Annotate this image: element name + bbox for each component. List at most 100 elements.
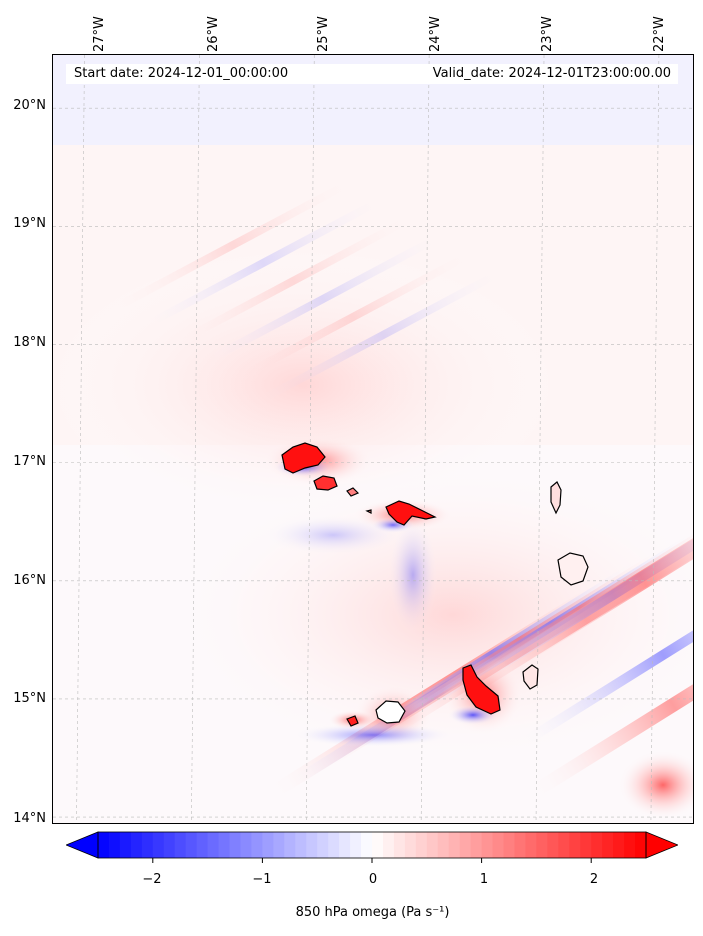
colorbar-cell	[306, 832, 318, 858]
colorbar-cell	[328, 832, 340, 858]
island-boa-vista	[557, 552, 589, 586]
colorbar-cell	[569, 832, 581, 858]
lon-label-26w: 26°W	[206, 16, 221, 52]
colorbar-cell	[613, 832, 625, 858]
colorbar-tick-label-neg2: −2	[142, 872, 162, 887]
colorbar-cell	[372, 832, 384, 858]
colorbar-cell	[251, 832, 263, 858]
wave-streak	[525, 608, 693, 802]
colorbar-cell	[624, 832, 636, 858]
colorbar-cell	[591, 832, 603, 858]
island-santiago	[462, 664, 501, 715]
colorbar-cell	[393, 832, 406, 858]
colorbar-cell	[459, 832, 472, 858]
colorbar-cell	[580, 832, 592, 858]
colorbar-cell	[339, 832, 351, 858]
lon-label-22w: 22°W	[652, 16, 667, 52]
colorbar-cell	[382, 832, 395, 858]
wave-streak-faint	[107, 175, 359, 315]
wave-streak-faint	[167, 211, 419, 351]
wave-streak-faint	[137, 193, 389, 333]
colorbar-cell	[174, 832, 187, 858]
colorbar-cell	[415, 832, 428, 858]
colorbar-cell	[602, 832, 614, 858]
colorbar-cell	[229, 832, 241, 858]
omega-field-map	[53, 55, 693, 823]
colorbar-cell	[152, 832, 165, 858]
lat-label-19n: 19°N	[13, 216, 46, 231]
lat-label-18n: 18°N	[13, 335, 46, 350]
field-descent-blob	[53, 245, 563, 525]
gridlines	[53, 55, 693, 823]
lon-label-24w: 24°W	[428, 16, 443, 52]
gridline-lon-23	[535, 55, 545, 823]
gridline-lon-26	[191, 55, 200, 823]
lon-label-23w: 23°W	[540, 16, 555, 52]
lon-label-27w: 27°W	[92, 16, 107, 52]
colorbar-cell	[207, 832, 220, 858]
island-santa-luzia	[346, 487, 360, 497]
colorbar-cell	[141, 832, 154, 858]
colorbar-cell	[635, 832, 647, 858]
island-outlines	[281, 442, 589, 727]
wave-streak-faint	[197, 229, 449, 369]
island-brava	[346, 715, 359, 727]
colorbar-cell	[470, 832, 483, 858]
colorbar-cell	[218, 832, 231, 858]
lat-label-14n: 14°N	[13, 811, 46, 826]
colorbar-cell	[437, 832, 450, 858]
colorbar	[66, 831, 678, 863]
colorbar-cell	[284, 832, 296, 858]
header-box	[66, 64, 678, 84]
colorbar-cell	[240, 832, 252, 858]
map-panel	[52, 54, 694, 824]
colorbar-cell	[503, 832, 515, 858]
colorbar-cell	[130, 832, 143, 858]
colorbar-cell	[317, 832, 329, 858]
colorbar-cell	[273, 832, 285, 858]
colorbar-extend-min	[66, 831, 99, 859]
colorbar-cell	[163, 832, 176, 858]
colorbar-tick-label-2: 2	[589, 872, 599, 887]
island-razo	[365, 509, 372, 514]
colorbar-cell	[98, 832, 110, 858]
colorbar-cell	[295, 832, 307, 858]
gridline-lon-22	[650, 55, 660, 823]
wave-streak-faint	[257, 265, 509, 405]
colorbar-cell	[448, 832, 461, 858]
start-date-label: Start date: 2024-12-01_00:00:00	[74, 66, 289, 81]
colorbar-cells	[98, 832, 647, 858]
island-sal	[550, 481, 562, 515]
colorbar-cell	[196, 832, 209, 858]
wave-streak	[494, 482, 693, 678]
colorbar-tick-label-0: 0	[368, 872, 378, 887]
colorbar-cell	[426, 832, 439, 858]
lat-label-15n: 15°N	[13, 691, 46, 706]
colorbar-cell	[558, 832, 570, 858]
gridline-lon-24	[420, 55, 430, 823]
colorbar-cell	[119, 832, 132, 858]
island-santo-antao	[281, 442, 326, 474]
island-sao-nicolau	[385, 500, 437, 526]
colorbar-tick-label-neg1: −1	[252, 872, 272, 887]
lat-label-16n: 16°N	[13, 573, 46, 588]
island-sao-vicente	[313, 475, 338, 491]
gridline-lon-25	[305, 55, 315, 823]
colorbar-cell	[185, 832, 198, 858]
colorbar-ticks	[152, 858, 592, 863]
colorbar-cell	[361, 832, 373, 858]
island-fogo	[375, 700, 406, 724]
wave-streak-faint	[227, 247, 479, 387]
colorbar-label: 850 hPa omega (Pa s⁻¹)	[295, 905, 450, 920]
colorbar-cell	[350, 832, 362, 858]
lon-label-25w: 25°W	[316, 16, 331, 52]
colorbar-cell	[262, 832, 274, 858]
colorbar-cell	[536, 832, 548, 858]
colorbar-tick-label-1: 1	[479, 872, 489, 887]
lat-label-17n: 17°N	[13, 454, 46, 469]
island-maio	[522, 664, 539, 690]
lat-label-20n: 20°N	[13, 98, 46, 113]
wave-streak	[516, 560, 693, 750]
colorbar-cell	[547, 832, 559, 858]
colorbar-cell	[492, 832, 505, 858]
